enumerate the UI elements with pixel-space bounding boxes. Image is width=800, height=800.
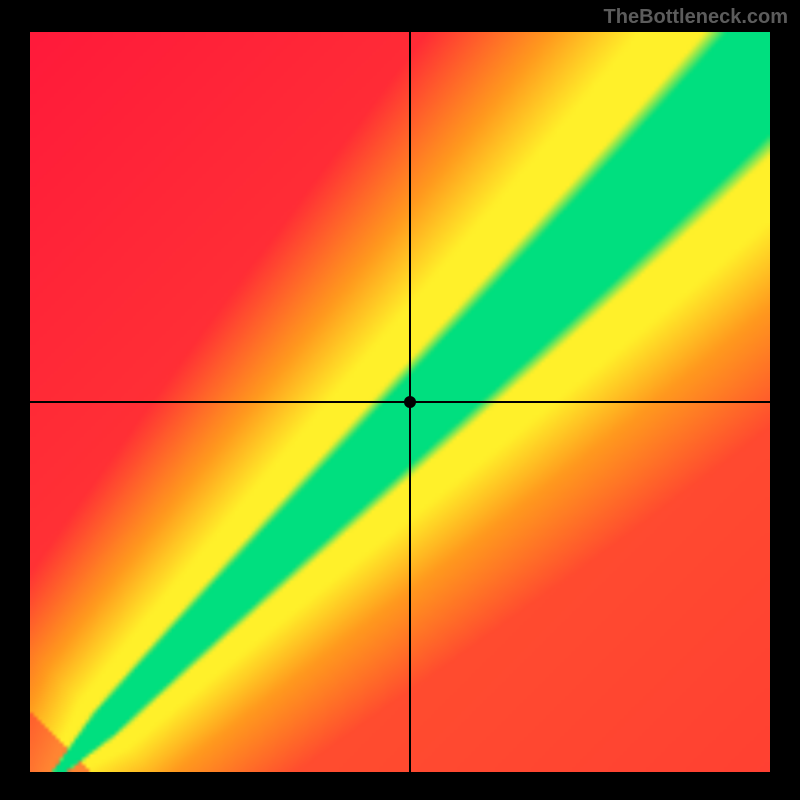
crosshair-horizontal [30, 401, 770, 403]
crosshair-marker [404, 396, 416, 408]
heatmap-frame [30, 32, 770, 772]
watermark-text: TheBottleneck.com [604, 6, 788, 29]
page-root: { "watermark": { "text": "TheBottleneck.… [0, 0, 800, 800]
